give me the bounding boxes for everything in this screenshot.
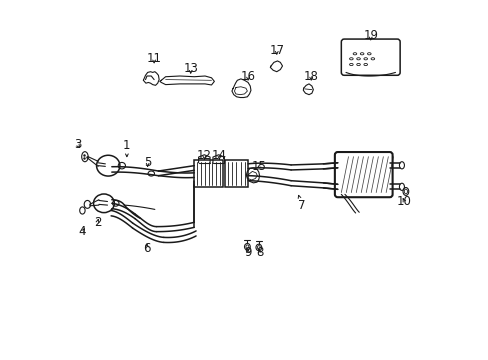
Text: 7: 7 (298, 195, 305, 212)
Text: 5: 5 (143, 156, 151, 169)
Text: 2: 2 (94, 216, 101, 229)
Text: 12: 12 (197, 149, 211, 162)
Text: 4: 4 (79, 225, 86, 238)
Text: 11: 11 (146, 51, 162, 64)
Text: 16: 16 (240, 69, 255, 82)
Text: 17: 17 (269, 44, 284, 57)
Text: 8: 8 (255, 246, 263, 259)
Text: 9: 9 (244, 246, 251, 259)
Bar (224, 160, 247, 187)
Text: 19: 19 (363, 29, 377, 42)
Text: 3: 3 (74, 138, 81, 151)
Text: 10: 10 (396, 195, 411, 208)
Text: 1: 1 (123, 139, 130, 157)
Text: 6: 6 (143, 242, 150, 255)
Text: 13: 13 (183, 62, 198, 75)
Text: 15: 15 (252, 160, 266, 173)
Text: 14: 14 (211, 149, 226, 162)
Bar (194, 160, 223, 187)
Text: 18: 18 (303, 69, 318, 82)
